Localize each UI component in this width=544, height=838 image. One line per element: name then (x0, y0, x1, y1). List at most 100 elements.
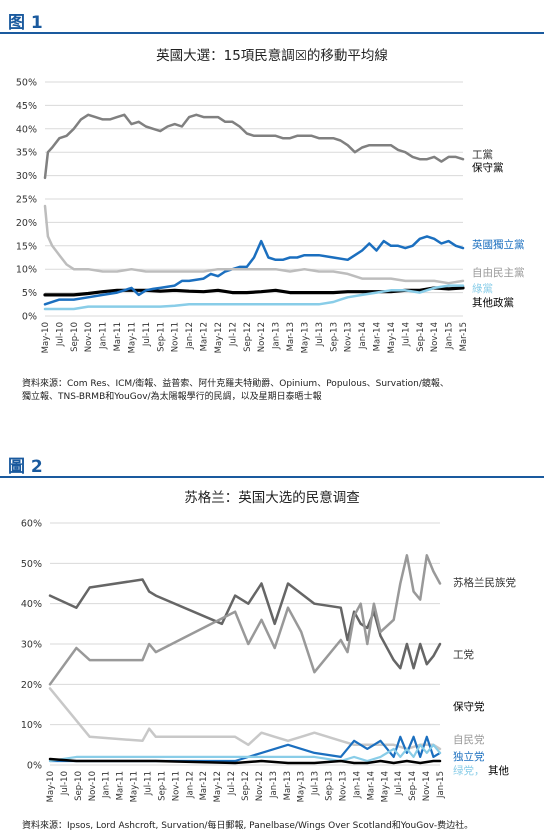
x-tick-label: Jul-11 (144, 771, 154, 796)
x-tick-label: Jul-13 (311, 771, 321, 796)
series-label: 独立党 (453, 750, 485, 763)
y-tick-label: 5% (22, 288, 37, 299)
x-tick-label: Mar-13 (283, 771, 293, 800)
y-tick-label: 45% (16, 101, 37, 112)
x-tick-label: May-13 (300, 322, 310, 353)
x-tick-label: Jul-12 (227, 771, 237, 796)
x-tick-label: Sep-13 (325, 771, 335, 801)
series-label: 其他政黨 (472, 296, 514, 309)
series-line (43, 235, 465, 306)
series-line (43, 204, 465, 285)
x-tick-label: May-11 (130, 771, 140, 802)
y-tick-label: 50% (16, 78, 37, 89)
series-line (48, 578, 442, 670)
series-line (48, 743, 442, 763)
x-tick-label: Nov-10 (84, 322, 94, 352)
x-tick-label: Jul-13 (315, 322, 325, 347)
series-label: 英國獨立黨 (472, 238, 525, 251)
x-tick-label: Jul-10 (55, 322, 65, 347)
x-tick-label: Jan-15 (436, 771, 446, 799)
x-tick-label: Jan-15 (445, 322, 455, 350)
x-tick-label: Jan-14 (358, 322, 368, 350)
figure-1-label: 图 1 (8, 13, 43, 33)
y-tick-label: 60% (21, 519, 42, 530)
series-label: 绿党， (453, 764, 485, 777)
x-tick-label: Mar-11 (116, 771, 126, 800)
series-label: 苏格兰民族党 (453, 576, 516, 589)
y-tick-label: 15% (16, 241, 37, 252)
x-tick-label: Jan-13 (272, 322, 282, 350)
y-tick-label: 30% (21, 640, 42, 651)
x-tick-label: Mar-11 (113, 322, 123, 351)
y-tick-label: 50% (21, 559, 42, 570)
x-tick-label: Nov-10 (88, 771, 98, 801)
x-tick-label: Nov-13 (344, 322, 354, 352)
x-tick-label: Mar-14 (373, 322, 383, 351)
x-tick-label: May-12 (213, 771, 223, 802)
x-tick-label: Nov-11 (171, 771, 181, 801)
x-tick-label: Jul-14 (394, 771, 404, 796)
series-label: 其他 (488, 764, 509, 777)
x-tick-label: Jan-12 (185, 771, 195, 799)
y-tick-label: 40% (21, 599, 42, 610)
x-tick-label: May-12 (214, 322, 224, 353)
series-label: 綠黨 (472, 282, 493, 295)
y-tick-label: 20% (21, 680, 42, 691)
x-tick-label: Mar-12 (200, 322, 210, 351)
series-line (48, 757, 442, 765)
x-tick-label: May-13 (297, 771, 307, 802)
x-tick-label: Jul-14 (401, 322, 411, 347)
x-tick-label: Mar-12 (199, 771, 209, 800)
x-tick-label: Sep-14 (416, 322, 426, 352)
x-tick-label: Mar-15 (459, 322, 469, 351)
x-tick-label: Jul-12 (228, 322, 238, 347)
y-tick-label: 20% (16, 218, 37, 229)
x-tick-label: Sep-10 (70, 322, 80, 352)
y-tick-label: 25% (16, 195, 37, 206)
x-tick-label: Nov-14 (430, 322, 440, 352)
series-label: 自由民主黨 (472, 266, 525, 279)
y-tick-label: 10% (21, 720, 42, 731)
series-line (43, 284, 465, 311)
x-tick-label: Sep-13 (329, 322, 339, 352)
chart-1-source-line-2: 獨立報、TNS-BRMB和YouGov/為太陽報學行的民調，以及星期日泰晤士報 (22, 392, 322, 402)
x-tick-label: May-10 (41, 322, 51, 353)
figure-1-divider (0, 32, 544, 34)
series-line (48, 687, 442, 751)
chart-1-title: 英國大選：15項民意調☒的移動平均線 (156, 48, 388, 64)
y-tick-label: 0% (27, 761, 42, 772)
x-tick-label: Sep-12 (241, 771, 251, 801)
x-tick-label: May-10 (46, 771, 56, 802)
x-tick-label: Nov-12 (257, 322, 267, 352)
x-tick-label: Jan-11 (102, 771, 112, 799)
x-tick-label: Sep-14 (408, 771, 418, 801)
y-tick-label: 40% (16, 124, 37, 135)
figure-2-label: 圖 2 (8, 457, 43, 477)
x-tick-label: Nov-11 (171, 322, 181, 352)
x-tick-label: May-11 (127, 322, 137, 353)
series-label: 保守党 (453, 700, 485, 713)
x-tick-label: Jul-11 (142, 322, 152, 347)
x-tick-label: Sep-12 (243, 322, 253, 352)
y-tick-label: 10% (16, 265, 37, 276)
chart-1-source-line-1: 資料來源：Com Res、ICM/衛報、益普索、阿什克羅夫特勛爵、Opinium… (22, 379, 449, 389)
x-tick-label: Jul-10 (60, 771, 70, 796)
y-tick-label: 0% (22, 312, 37, 323)
x-tick-label: Sep-10 (74, 771, 84, 801)
x-tick-label: Nov-14 (422, 771, 432, 801)
figure-2-divider (0, 476, 544, 478)
x-tick-label: May-14 (380, 771, 390, 802)
series-label: 工黨 (472, 148, 493, 161)
x-tick-label: Mar-14 (366, 771, 376, 800)
y-tick-label: 30% (16, 171, 37, 182)
series-label: 保守黨 (472, 161, 504, 174)
series-line (43, 113, 465, 180)
x-tick-label: Sep-11 (157, 771, 167, 801)
x-tick-label: Nov-12 (255, 771, 265, 801)
chart-2-source: 資料來源：Ipsos, Lord Ashcroft, Survation/每日郵… (22, 821, 474, 831)
x-tick-label: Jan-11 (99, 322, 109, 350)
chart-1: 0% 5% 10% 15% 20% 25% 30% 35% 40% 45% 50% May-10 Jul… (16, 78, 525, 354)
chart-1-source: 資料來源：Com Res、ICM/衛報、益普索、阿什克羅夫特勛爵、Opinium… (22, 378, 522, 404)
x-tick-label: Jan-13 (269, 771, 279, 799)
